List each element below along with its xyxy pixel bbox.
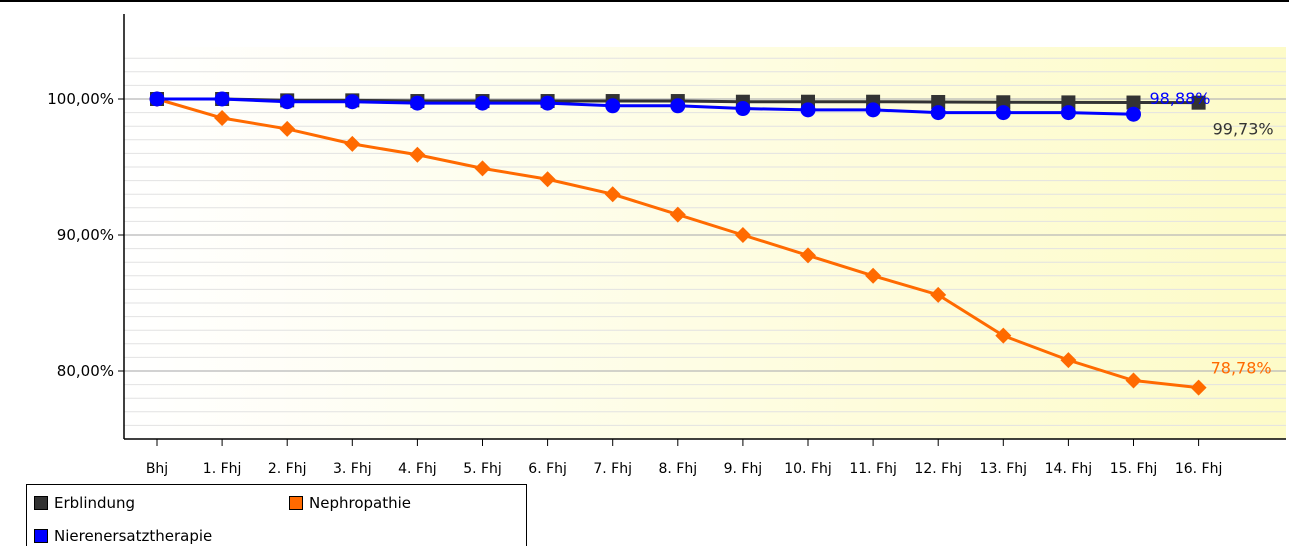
data-point — [931, 94, 946, 109]
y-tick-label: 80,00% — [57, 362, 114, 380]
legend: Erblindung Nephropathie Nierenersatzther… — [26, 484, 527, 546]
legend-label-nierenersatztherapie: Nierenersatztherapie — [54, 527, 213, 545]
data-point — [930, 286, 947, 303]
data-point — [930, 105, 946, 121]
data-point — [540, 95, 556, 111]
x-tick-label: Bhj — [146, 461, 168, 477]
data-point — [149, 91, 165, 107]
data-point — [865, 102, 881, 118]
x-tick-label: 1. Fhj — [203, 461, 242, 477]
data-point — [1126, 95, 1141, 110]
x-tick-label: 16. Fhj — [1175, 461, 1223, 477]
data-point — [539, 171, 556, 188]
x-tick-label: 4. Fhj — [398, 461, 437, 477]
x-tick-label: 11. Fhj — [849, 461, 897, 477]
legend-label-erblindung: Erblindung — [54, 494, 136, 512]
data-point — [344, 94, 360, 110]
data-point — [344, 135, 361, 152]
x-tick-label: 15. Fhj — [1110, 461, 1158, 477]
x-tick-label: 13. Fhj — [980, 461, 1028, 477]
legend-label-nephropathie: Nephropathie — [309, 494, 411, 512]
x-tick-label: 7. Fhj — [593, 461, 632, 477]
legend-item-nierenersatztherapie: Nierenersatztherapie — [34, 527, 212, 545]
data-point — [1060, 352, 1077, 369]
legend-item-nephropathie: Nephropathie — [289, 494, 411, 512]
x-tick-label: 3. Fhj — [333, 461, 372, 477]
data-point — [800, 102, 816, 118]
data-point — [1061, 95, 1076, 110]
x-tick-label: 5. Fhj — [463, 461, 502, 477]
legend-swatch-nierenersatztherapie — [34, 529, 48, 543]
data-point — [604, 186, 621, 203]
end-label: 98,88% — [1150, 89, 1211, 108]
data-point — [409, 95, 425, 111]
data-point — [800, 247, 816, 264]
x-tick-label: 10. Fhj — [784, 461, 832, 477]
data-point — [995, 327, 1012, 344]
data-point — [474, 160, 491, 177]
end-label: 78,78% — [1211, 359, 1272, 378]
data-point — [670, 98, 686, 114]
data-point — [669, 206, 686, 223]
data-point — [735, 101, 751, 117]
data-point — [475, 95, 490, 111]
data-point — [995, 105, 1011, 121]
legend-swatch-nephropathie — [289, 496, 303, 510]
x-tick-label: 2. Fhj — [268, 461, 307, 477]
data-point — [409, 146, 426, 163]
y-tick-label: 90,00% — [57, 226, 114, 244]
data-point — [605, 98, 621, 114]
line-chart: 80,00% 90,00% 100,00% Bhj 1. Fhj 2. Fhj 3. Fhj… — [47, 14, 1286, 477]
x-tick-label: 12. Fhj — [914, 461, 962, 477]
legend-item-erblindung: Erblindung — [34, 494, 135, 512]
y-tick-label: 100,00% — [47, 90, 114, 108]
data-point — [279, 120, 296, 137]
x-tick-label: 14. Fhj — [1045, 461, 1093, 477]
data-point — [1190, 379, 1207, 396]
data-point — [1191, 95, 1206, 110]
data-point — [1060, 105, 1076, 121]
x-tick-label: 9. Fhj — [724, 461, 763, 477]
data-point — [214, 91, 230, 107]
data-point — [214, 110, 231, 127]
legend-swatch-erblindung — [34, 496, 48, 510]
data-point — [996, 95, 1011, 110]
data-point — [1125, 372, 1142, 389]
data-point — [734, 227, 751, 243]
x-tick-label: 8. Fhj — [658, 461, 697, 477]
series-line-nierenersatztherapie — [157, 97, 1134, 116]
data-point — [865, 267, 882, 284]
end-label: 99,73% — [1213, 120, 1274, 139]
data-point — [279, 94, 295, 110]
x-tick-label: 6. Fhj — [528, 461, 567, 477]
data-point — [1126, 106, 1141, 122]
